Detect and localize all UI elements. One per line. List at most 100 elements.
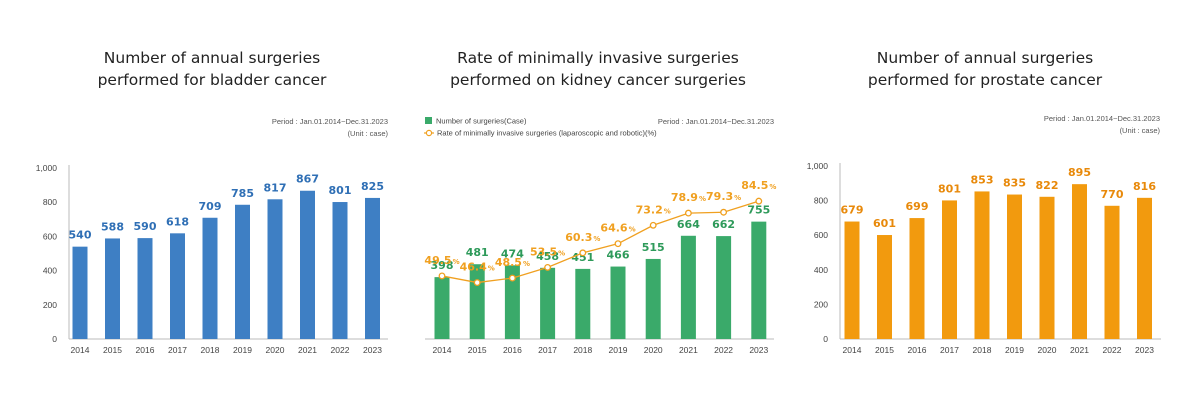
x-tick-2014: 2014 bbox=[433, 345, 452, 355]
bladder-period: Period : Jan.01.2014~Dec.31.2023 bbox=[272, 117, 388, 126]
value-label-2020: 817 bbox=[264, 181, 287, 194]
x-tick-2018: 2018 bbox=[973, 345, 992, 355]
value-label-2017: 801 bbox=[938, 182, 961, 195]
rate-label-2020: 73.2% bbox=[636, 203, 671, 216]
x-tick-2014: 2014 bbox=[71, 345, 90, 355]
bar-2016 bbox=[909, 218, 925, 339]
legend-line-label: Rate of minimally invasive surgeries (la… bbox=[437, 129, 657, 138]
bar-2017 bbox=[942, 200, 957, 339]
bar-2022 bbox=[716, 236, 732, 339]
rate-point-2021 bbox=[684, 209, 692, 217]
value-label-2019: 835 bbox=[1003, 177, 1026, 190]
y-tick-label: 800 bbox=[43, 197, 57, 207]
bar-2023 bbox=[1137, 197, 1152, 339]
bar-2018 bbox=[202, 217, 218, 339]
y-tick-label: 1,000 bbox=[36, 163, 58, 173]
y-tick-label: 200 bbox=[43, 300, 57, 310]
y-tick-label: 1,000 bbox=[807, 161, 829, 171]
kidney-title-line-1: Rate of minimally invasive surgeries bbox=[457, 49, 739, 67]
x-tick-2019: 2019 bbox=[1005, 345, 1024, 355]
y-tick-label: 600 bbox=[43, 231, 57, 241]
kidney-rate-line bbox=[438, 197, 763, 287]
y-tick-label: 800 bbox=[814, 196, 828, 206]
value-label-2023: 755 bbox=[747, 204, 770, 217]
bar-2020 bbox=[645, 258, 661, 339]
bar-2017 bbox=[170, 233, 185, 339]
prostate-chart: Number of annual surgeries performed for… bbox=[807, 49, 1161, 355]
bar-2019 bbox=[235, 204, 250, 339]
rate-label-2015: 46.4% bbox=[460, 261, 495, 274]
bar-2021 bbox=[680, 235, 696, 339]
x-tick-2014: 2014 bbox=[843, 345, 862, 355]
x-tick-2020: 2020 bbox=[266, 345, 285, 355]
bar-2014 bbox=[434, 277, 450, 339]
bar-2015 bbox=[877, 235, 892, 339]
value-label-2019: 785 bbox=[231, 187, 254, 200]
x-tick-2021: 2021 bbox=[1070, 345, 1089, 355]
value-label-2014: 540 bbox=[69, 229, 92, 242]
x-tick-2021: 2021 bbox=[298, 345, 317, 355]
prostate-y-axis: 0 200 400 600 800 1,000 bbox=[807, 161, 1161, 344]
value-label-2016: 699 bbox=[906, 200, 929, 213]
kidney-chart: Rate of minimally invasive surgeries per… bbox=[424, 49, 776, 355]
bar-2018 bbox=[575, 268, 591, 339]
y-tick-label: 400 bbox=[814, 265, 828, 275]
bar-2014 bbox=[844, 221, 860, 339]
rate-point-2022 bbox=[720, 208, 728, 216]
bar-2019 bbox=[610, 266, 626, 339]
rate-point-2014 bbox=[438, 272, 446, 280]
bar-2017 bbox=[540, 267, 556, 339]
bladder-bars bbox=[72, 190, 380, 339]
bar-2020 bbox=[1039, 196, 1055, 339]
prostate-title-line-1: Number of annual surgeries bbox=[877, 49, 1093, 67]
x-tick-2017: 2017 bbox=[538, 345, 557, 355]
bar-2021 bbox=[300, 190, 315, 339]
rate-point-2016 bbox=[508, 274, 516, 282]
y-tick-label: 200 bbox=[814, 299, 828, 309]
value-label-2014: 398 bbox=[431, 259, 454, 272]
bar-2019 bbox=[1007, 194, 1022, 339]
bladder-chart: Number of annual surgeries performed for… bbox=[36, 49, 389, 355]
prostate-bars bbox=[844, 184, 1152, 339]
rate-label-2022: 79.3% bbox=[706, 190, 741, 203]
value-label-2021: 867 bbox=[296, 173, 319, 186]
x-tick-2016: 2016 bbox=[136, 345, 155, 355]
x-tick-2015: 2015 bbox=[468, 345, 487, 355]
x-tick-2022: 2022 bbox=[1103, 345, 1122, 355]
kidney-rate-labels: 49.5% 46.4% 48.5%53.5%60.3%64.6%73.2%78.9%… bbox=[424, 179, 776, 273]
bladder-title-line-2: performed for bladder cancer bbox=[98, 71, 327, 89]
rate-label-2014: 49.5% bbox=[424, 254, 459, 267]
kidney-period: Period : Jan.01.2014~Dec.31.2023 bbox=[658, 117, 774, 126]
prostate-title-line-2: performed for prostate cancer bbox=[868, 71, 1103, 89]
x-tick-2019: 2019 bbox=[609, 345, 628, 355]
value-label-2015: 481 bbox=[466, 246, 489, 259]
rate-point-2018 bbox=[579, 249, 587, 257]
bladder-x-axis: 2014 2015 2016 2017 2018 2019 2020 2021 2022 2023 bbox=[71, 345, 383, 355]
kidney-title-line-2: performed on kidney cancer surgeries bbox=[450, 71, 746, 89]
x-tick-2023: 2023 bbox=[749, 345, 768, 355]
x-tick-2017: 2017 bbox=[940, 345, 959, 355]
x-tick-2023: 2023 bbox=[1135, 345, 1154, 355]
value-label-2015: 588 bbox=[101, 220, 124, 233]
bar-2015 bbox=[105, 238, 120, 339]
rate-label-2023: 84.5% bbox=[741, 179, 776, 192]
x-tick-2022: 2022 bbox=[331, 345, 350, 355]
x-tick-2018: 2018 bbox=[201, 345, 220, 355]
prostate-unit: (Unit : case) bbox=[1120, 126, 1161, 135]
rate-label-2021: 78.9% bbox=[671, 191, 706, 204]
x-tick-2022: 2022 bbox=[714, 345, 733, 355]
value-label-2021: 664 bbox=[677, 218, 700, 231]
value-label-2018: 709 bbox=[199, 200, 222, 213]
y-tick-label: 0 bbox=[823, 334, 828, 344]
x-tick-2015: 2015 bbox=[875, 345, 894, 355]
rate-label-2019: 64.6% bbox=[600, 222, 635, 235]
value-label-2020: 515 bbox=[642, 241, 665, 254]
rate-point-2019 bbox=[614, 240, 622, 248]
rate-point-2023 bbox=[755, 197, 763, 205]
value-label-2016: 474 bbox=[501, 247, 524, 260]
prostate-x-axis: 2014 2015 2016 2017 2018 2019 2020 2021 2022 2023 bbox=[843, 345, 1155, 355]
rate-line bbox=[441, 200, 759, 284]
y-tick-label: 0 bbox=[52, 334, 57, 344]
x-tick-2020: 2020 bbox=[644, 345, 663, 355]
